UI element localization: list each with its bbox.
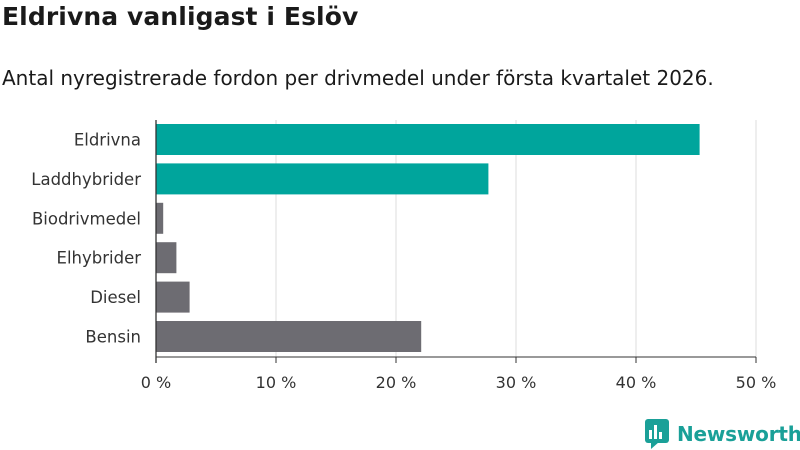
brand-name: Newsworthy bbox=[677, 422, 800, 446]
category-label: Diesel bbox=[90, 288, 141, 307]
bars bbox=[156, 124, 700, 352]
x-tick-label: 40 % bbox=[616, 373, 657, 392]
bar bbox=[156, 242, 177, 274]
x-axis: 0 % 10 % 20 % 30 % 40 % 50 % bbox=[141, 120, 777, 392]
x-tick-label: 50 % bbox=[736, 373, 777, 392]
x-tick-label: 30 % bbox=[496, 373, 537, 392]
bar bbox=[156, 163, 489, 195]
bar bbox=[156, 321, 422, 352]
bar bbox=[156, 202, 164, 234]
category-label: Biodrivmedel bbox=[32, 209, 141, 228]
category-label: Bensin bbox=[85, 328, 141, 347]
chart-title: Eldrivna vanligast i Eslöv bbox=[2, 2, 359, 31]
x-tick-label: 0 % bbox=[141, 373, 171, 392]
chart-subtitle: Antal nyregistrerade fordon per drivmede… bbox=[2, 66, 714, 90]
bar bbox=[156, 281, 190, 313]
category-labels: Eldrivna Laddhybrider Biodrivmedel Elhybrid… bbox=[31, 131, 141, 347]
newsworthy-logo-icon bbox=[645, 419, 669, 449]
gridlines bbox=[275, 120, 757, 357]
category-label: Laddhybrider bbox=[31, 170, 141, 189]
category-label: Elhybrider bbox=[57, 249, 142, 268]
newsworthy-brand: Newsworthy bbox=[645, 418, 800, 450]
category-label: Eldrivna bbox=[74, 131, 141, 150]
x-tick-label: 20 % bbox=[376, 373, 417, 392]
bar bbox=[156, 124, 700, 155]
x-tick-label: 10 % bbox=[256, 373, 297, 392]
